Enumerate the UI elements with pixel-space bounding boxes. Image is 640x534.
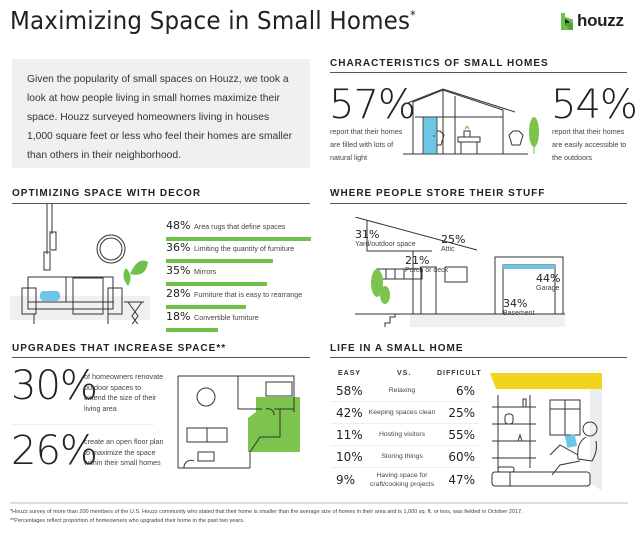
life-heading: LIFE IN A SMALL HOME: [330, 343, 464, 354]
characteristics-heading: CHARACTERISTICS OF SMALL HOMES: [330, 58, 549, 69]
house-illustration: [403, 88, 539, 155]
logo-text: houzz: [577, 11, 624, 30]
divider: [12, 424, 154, 425]
storage-heading: WHERE PEOPLE STORE THEIR STUFF: [330, 188, 546, 199]
upgrade-openplan-text: create an open floor plan to maximize th…: [84, 437, 164, 467]
natural-light-pct: 57%: [329, 82, 416, 128]
storage-basement: 34% Basement: [503, 297, 535, 317]
upgrade-openplan-pct: 26%: [11, 428, 98, 474]
storage-house-illustration: [355, 217, 565, 327]
sofa-illustration: [10, 204, 150, 324]
upgrade-outdoor-pct: 30%: [11, 363, 98, 409]
col-vs: VS.: [397, 370, 412, 377]
upgrades-heading: UPGRADES THAT INCREASE SPACE**: [12, 343, 227, 354]
decor-item: 28% Furniture that is easy to rearrange: [166, 284, 314, 309]
storage-garage: 44% Garage: [536, 272, 561, 292]
decor-item: 35% Mirrors: [166, 261, 314, 286]
floorplan-illustration: [177, 375, 300, 469]
houzz-logo: houzz: [561, 11, 624, 31]
table-row: 10% Storing things 60%: [331, 446, 479, 468]
storage-attic: 25% Attic: [441, 233, 466, 253]
col-easy: EASY: [338, 370, 362, 377]
decor-bar: [166, 282, 267, 286]
storage-porch: 21% Porch or deck: [405, 254, 449, 274]
decor-item: 18% Convertible furniture: [166, 307, 314, 332]
decor-bar: [166, 328, 218, 332]
table-row: 9% Having space for craft/cooking project…: [336, 472, 475, 488]
page-title: Maximizing Space in Small Homes*: [10, 6, 416, 35]
decor-item: 48% Area rugs that define spaces: [166, 216, 314, 241]
table-row: 42% Keeping spaces clean 25%: [331, 402, 479, 424]
divider: [12, 203, 310, 204]
divider: [330, 72, 627, 73]
footnote-2: **Percentages reflect proportion of home…: [10, 518, 245, 524]
storage-yard: 31% Yard/outdoor space: [355, 228, 416, 248]
divider: [12, 357, 310, 358]
decor-heading: OPTIMIZING SPACE WITH DECOR: [12, 188, 202, 199]
decor-item: 36% Limiting the quantity of furniture: [166, 238, 314, 263]
decor-bar: [166, 237, 311, 241]
divider: [330, 203, 627, 204]
upgrade-outdoor-text: of homeowners renovate outdoor spaces to…: [84, 372, 164, 413]
decor-bar: [166, 259, 273, 263]
natural-light-text: report that their homes are filled with …: [330, 127, 403, 162]
table-row: 11% Hosting visitors 55%: [331, 424, 479, 446]
table-row: 58% Relaxing 6%: [331, 380, 479, 402]
intro-box: Given the popularity of small spaces on …: [12, 59, 310, 168]
decor-bar: [166, 305, 246, 309]
footer-divider: [10, 502, 628, 504]
houzz-logo-icon: [561, 12, 573, 30]
col-difficult: DIFFICULT: [437, 370, 482, 377]
reading-room-illustration: [490, 373, 602, 491]
divider: [330, 357, 627, 358]
outdoors-text: report that their homes are easily acces…: [552, 127, 627, 162]
footnote-1: *Houzz survey of more than 200 members o…: [10, 509, 523, 515]
outdoors-pct: 54%: [551, 82, 638, 128]
